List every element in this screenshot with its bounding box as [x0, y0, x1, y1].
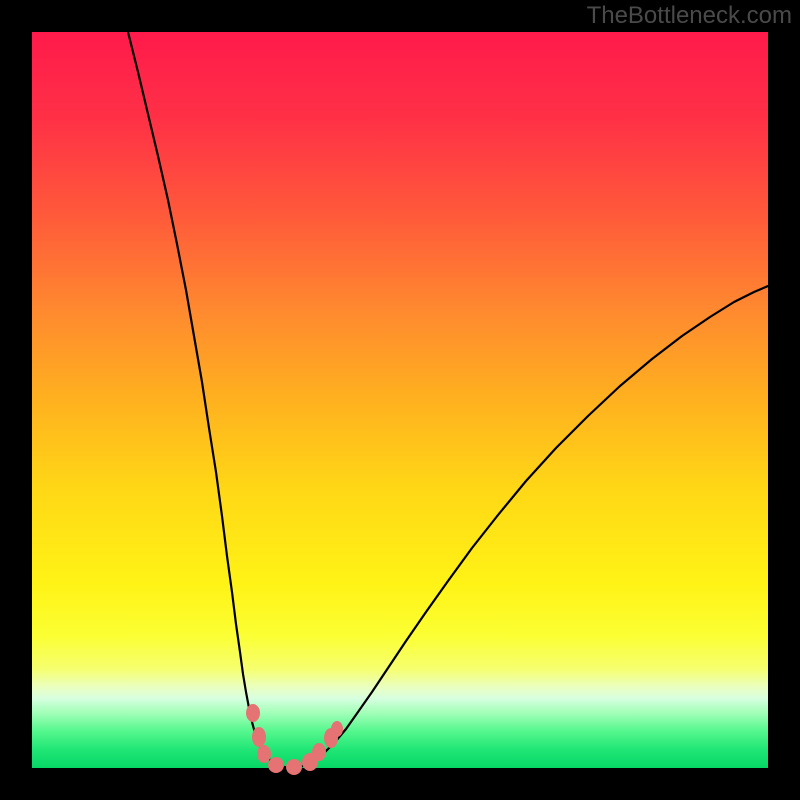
- data-marker: [331, 721, 343, 737]
- chart-frame: TheBottleneck.com: [0, 0, 800, 800]
- data-marker: [268, 757, 284, 773]
- data-marker: [257, 745, 271, 763]
- plot-gradient-background: [32, 32, 768, 768]
- chart-svg: [0, 0, 800, 800]
- data-marker: [246, 704, 260, 722]
- data-marker: [252, 727, 266, 747]
- data-marker: [312, 743, 326, 761]
- watermark-text: TheBottleneck.com: [587, 2, 792, 30]
- data-marker: [286, 759, 302, 775]
